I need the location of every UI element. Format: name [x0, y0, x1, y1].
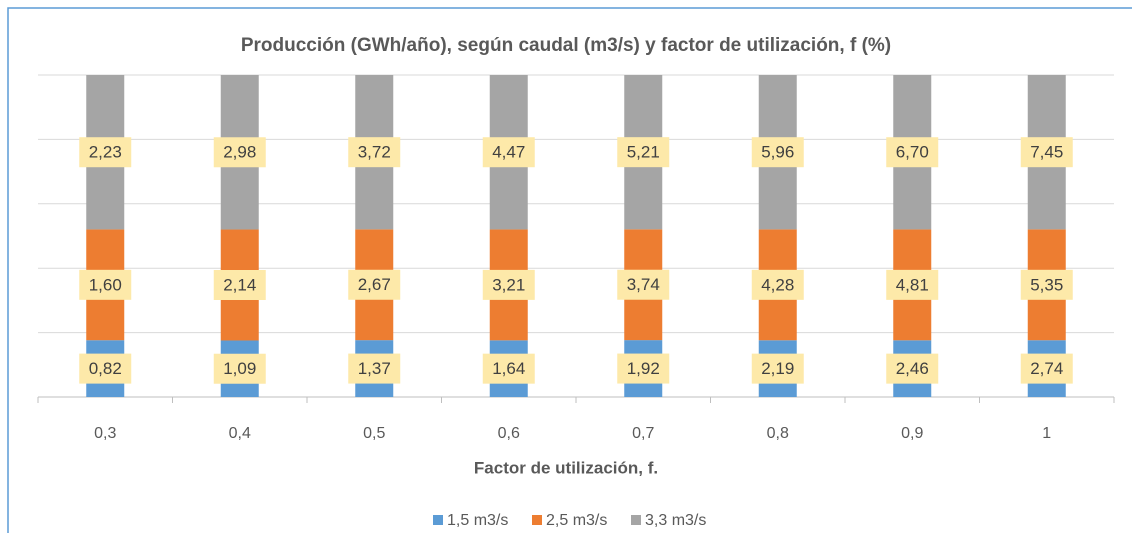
legend-swatch — [631, 515, 641, 525]
x-tick-label: 0,6 — [498, 425, 520, 442]
data-label: 3,72 — [358, 143, 391, 162]
x-axis-title: Factor de utilización, f. — [474, 458, 658, 477]
data-label-box — [348, 269, 401, 300]
data-label: 5,96 — [761, 143, 794, 162]
data-label: 2,74 — [1030, 359, 1063, 378]
data-label: 5,35 — [1030, 275, 1063, 294]
data-label-box — [348, 137, 401, 168]
data-label: 1,09 — [223, 359, 256, 378]
data-label-box — [482, 353, 535, 384]
data-label-box — [213, 137, 266, 168]
x-tick-label: 0,5 — [363, 425, 385, 442]
chart-title: Producción (GWh/año), según caudal (m3/s… — [241, 35, 891, 56]
data-label-box — [213, 353, 266, 384]
data-label: 1,64 — [492, 359, 525, 378]
data-label: 4,28 — [761, 275, 794, 294]
legend-label: 2,5 m3/s — [546, 512, 607, 529]
legend-swatch — [532, 515, 542, 525]
data-label-box — [79, 269, 132, 300]
x-tick-label: 0,4 — [229, 425, 251, 442]
data-label: 6,70 — [896, 143, 929, 162]
data-label: 2,67 — [358, 275, 391, 294]
data-label-box — [482, 137, 535, 168]
data-label: 0,82 — [89, 359, 122, 378]
data-label: 1,60 — [89, 275, 122, 294]
data-label-box — [751, 353, 804, 384]
data-label: 7,45 — [1030, 143, 1063, 162]
data-label-box — [213, 270, 266, 300]
data-label: 2,23 — [89, 143, 122, 162]
data-label-box — [348, 353, 401, 384]
legend-swatch — [433, 515, 443, 525]
data-label: 2,19 — [761, 359, 794, 378]
data-label: 2,46 — [896, 359, 929, 378]
x-tick-label: 0,9 — [901, 425, 923, 442]
data-label-box — [1020, 269, 1073, 300]
legend-label: 1,5 m3/s — [447, 512, 508, 529]
data-label-box — [1020, 353, 1073, 384]
chart-frame — [7, 7, 1132, 533]
data-label-box — [886, 137, 939, 168]
data-label: 4,81 — [896, 275, 929, 294]
data-label-box — [886, 353, 939, 384]
data-label: 1,92 — [627, 359, 660, 378]
data-label-box — [751, 269, 804, 300]
x-tick-label: 0,8 — [767, 425, 789, 442]
data-label-box — [482, 269, 535, 300]
data-label: 2,14 — [223, 275, 256, 294]
data-label-box — [617, 269, 670, 300]
data-label: 3,74 — [627, 275, 660, 294]
data-label-box — [617, 137, 670, 168]
data-label: 1,37 — [358, 359, 391, 378]
data-label: 2,98 — [223, 143, 256, 162]
data-label-box — [617, 353, 670, 384]
data-label: 4,47 — [492, 143, 525, 162]
x-tick-label: 0,7 — [632, 425, 654, 442]
data-label-box — [1020, 137, 1073, 168]
data-label-box — [79, 353, 132, 384]
data-label: 5,21 — [627, 143, 660, 162]
data-label-box — [751, 137, 804, 168]
x-tick-label: 0,3 — [94, 425, 116, 442]
data-label: 3,21 — [492, 275, 525, 294]
legend-label: 3,3 m3/s — [645, 512, 706, 529]
data-label-box — [886, 269, 939, 300]
x-tick-label: 1 — [1042, 425, 1051, 442]
data-label-box — [79, 137, 132, 168]
